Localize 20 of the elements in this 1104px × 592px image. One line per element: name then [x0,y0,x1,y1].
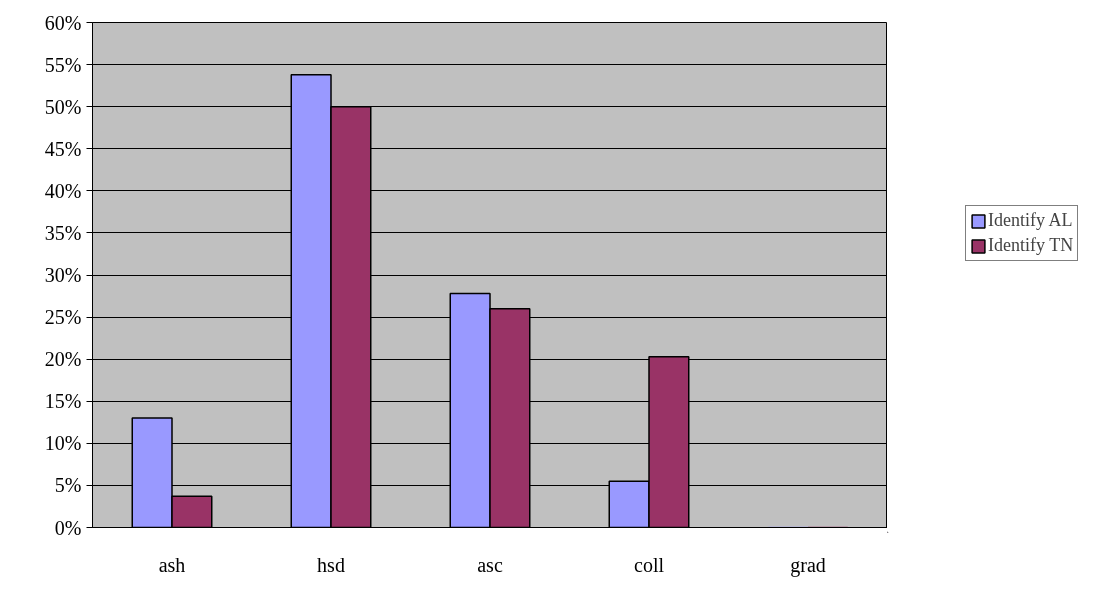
y-tick-label: 40% [44,179,82,202]
y-tick-label: 0% [54,516,82,539]
y-tick-label: 45% [44,137,82,160]
legend-label: Identify AL [988,210,1073,231]
y-tick-label: 20% [44,348,82,371]
x-tick-label: grad [790,553,826,577]
y-tick-label: 5% [54,474,82,497]
legend-label: Identify TN [988,235,1074,256]
y-tick-label: 35% [44,221,82,244]
x-tick-label: coll [634,553,665,576]
x-tick-label: hsd [317,553,345,576]
x-tick-label: asc [477,553,503,576]
y-tick-label: 15% [44,390,82,413]
y-tick-label: 25% [44,306,82,329]
y-tick-label: 10% [44,432,82,455]
y-tick-label: 30% [44,264,82,286]
y-tick-label: 60% [44,11,82,34]
x-tick-label: ash [158,553,186,576]
y-tick-label: 55% [44,53,82,76]
y-tick-label: 50% [44,95,82,118]
